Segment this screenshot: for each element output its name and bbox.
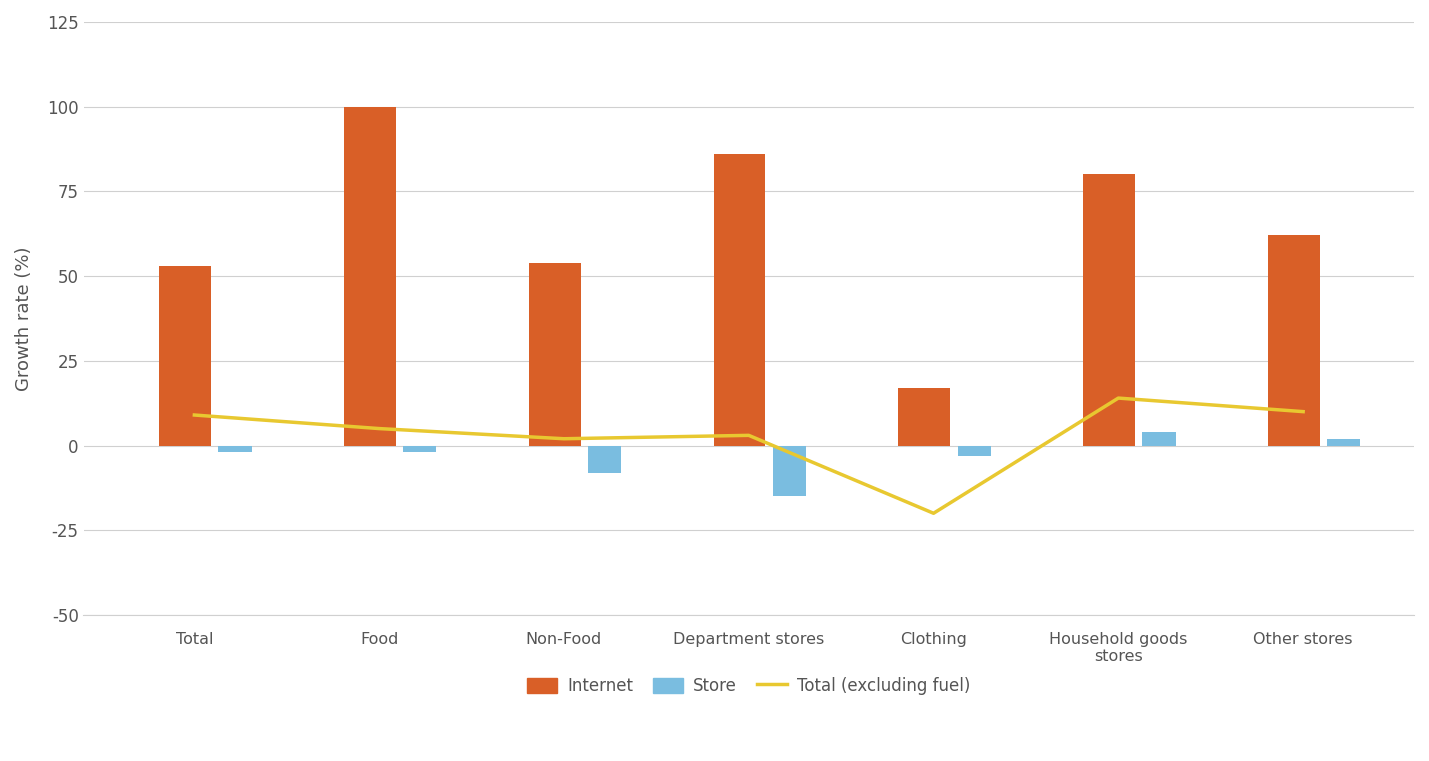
Bar xyxy=(1142,432,1176,445)
Legend: Internet, Store, Total (excluding fuel): Internet, Store, Total (excluding fuel) xyxy=(520,670,977,702)
Bar xyxy=(1328,439,1360,445)
Bar xyxy=(713,154,766,445)
Bar xyxy=(587,445,622,473)
Bar xyxy=(344,107,396,445)
Bar xyxy=(1083,174,1135,445)
Bar xyxy=(957,445,990,456)
Bar xyxy=(773,445,806,496)
Bar xyxy=(899,388,950,445)
Bar xyxy=(219,445,252,452)
Y-axis label: Growth rate (%): Growth rate (%) xyxy=(14,247,33,390)
Bar xyxy=(1268,235,1320,445)
Bar xyxy=(529,263,580,445)
Bar xyxy=(403,445,436,452)
Bar xyxy=(159,266,211,445)
